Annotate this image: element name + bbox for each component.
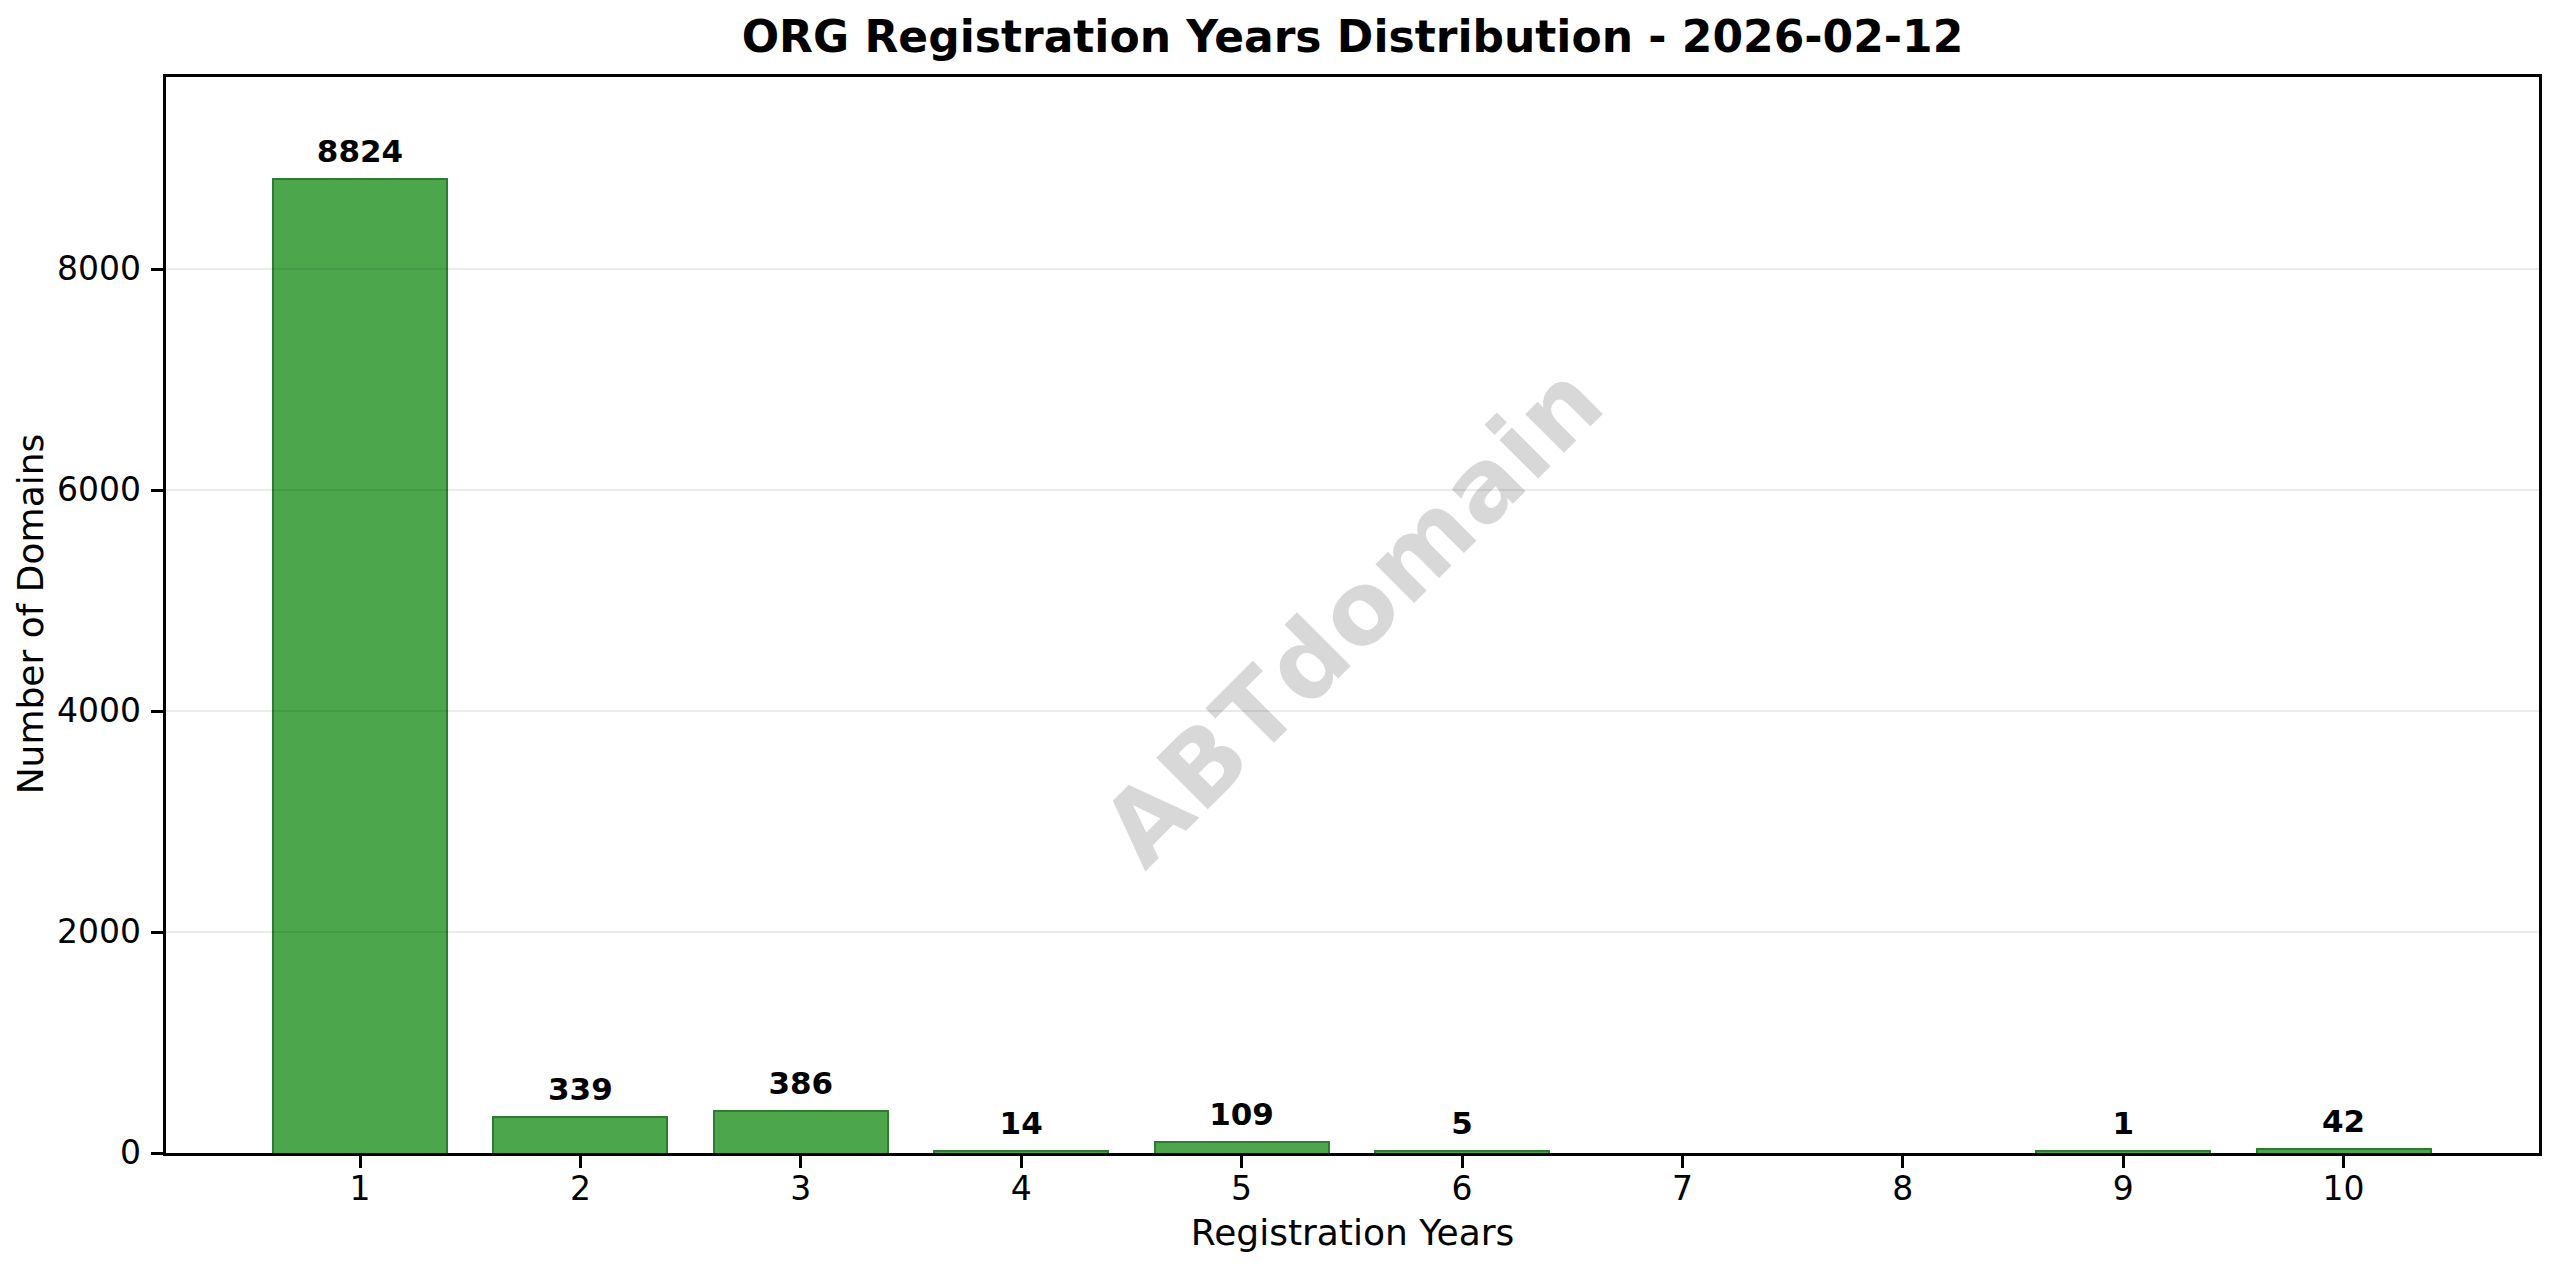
bar-value-label: 386 — [691, 1066, 911, 1100]
y-tick-label: 6000 — [21, 472, 141, 508]
y-tick-mark — [151, 710, 163, 713]
y-gridline — [166, 268, 2539, 270]
bar-value-label: 42 — [2234, 1104, 2454, 1138]
y-gridline — [166, 710, 2539, 712]
watermark-text: ABTdomain — [1079, 341, 1626, 888]
x-axis-label: Registration Years — [166, 1212, 2539, 1253]
bar — [1374, 1150, 1550, 1153]
y-gridline — [166, 931, 2539, 933]
bar — [492, 1116, 668, 1153]
bar — [933, 1150, 1109, 1153]
x-tick-mark — [1681, 1156, 1684, 1168]
chart-title: ORG Registration Years Distribution - 20… — [166, 12, 2539, 62]
bar-value-label: 5 — [1352, 1106, 1572, 1140]
y-tick-mark — [151, 268, 163, 271]
x-tick-mark — [1901, 1156, 1904, 1168]
x-tick-mark — [1240, 1156, 1243, 1168]
x-tick-mark — [1461, 1156, 1464, 1168]
bar — [1154, 1141, 1330, 1153]
y-tick-mark — [151, 489, 163, 492]
bar — [713, 1110, 889, 1153]
bar-value-label: 1 — [2013, 1106, 2233, 1140]
y-tick-mark — [151, 931, 163, 934]
plot-area: ABTdomain 8824 339386141095 142 — [163, 74, 2542, 1156]
y-tick-label: 2000 — [21, 914, 141, 950]
x-tick-label: 9 — [2063, 1171, 2183, 1207]
bar-value-label: 14 — [911, 1106, 1131, 1140]
x-tick-label: 3 — [741, 1171, 861, 1207]
bar — [2035, 1150, 2211, 1153]
y-tick-label: 0 — [21, 1135, 141, 1171]
bar-chart: ORG Registration Years Distribution - 20… — [0, 0, 2560, 1271]
x-tick-mark — [1020, 1156, 1023, 1168]
y-gridline — [166, 489, 2539, 491]
x-tick-label: 7 — [1622, 1171, 1742, 1207]
x-tick-mark — [799, 1156, 802, 1168]
x-tick-label: 8 — [1843, 1171, 1963, 1207]
x-tick-label: 1 — [300, 1171, 420, 1207]
bar — [272, 178, 448, 1153]
bar-value-label: 8824 — [250, 134, 470, 168]
y-tick-label: 8000 — [21, 251, 141, 287]
x-tick-label: 5 — [1182, 1171, 1302, 1207]
x-tick-mark — [2342, 1156, 2345, 1168]
x-tick-mark — [579, 1156, 582, 1168]
x-tick-label: 6 — [1402, 1171, 1522, 1207]
y-tick-mark — [151, 1152, 163, 1155]
bar-value-label: 109 — [1132, 1097, 1352, 1131]
x-tick-label: 2 — [520, 1171, 640, 1207]
x-tick-label: 4 — [961, 1171, 1081, 1207]
y-tick-label: 4000 — [21, 693, 141, 729]
bar-value-label: 339 — [470, 1072, 690, 1106]
x-tick-mark — [359, 1156, 362, 1168]
x-tick-label: 10 — [2284, 1171, 2404, 1207]
bar — [2256, 1148, 2432, 1153]
x-tick-mark — [2122, 1156, 2125, 1168]
